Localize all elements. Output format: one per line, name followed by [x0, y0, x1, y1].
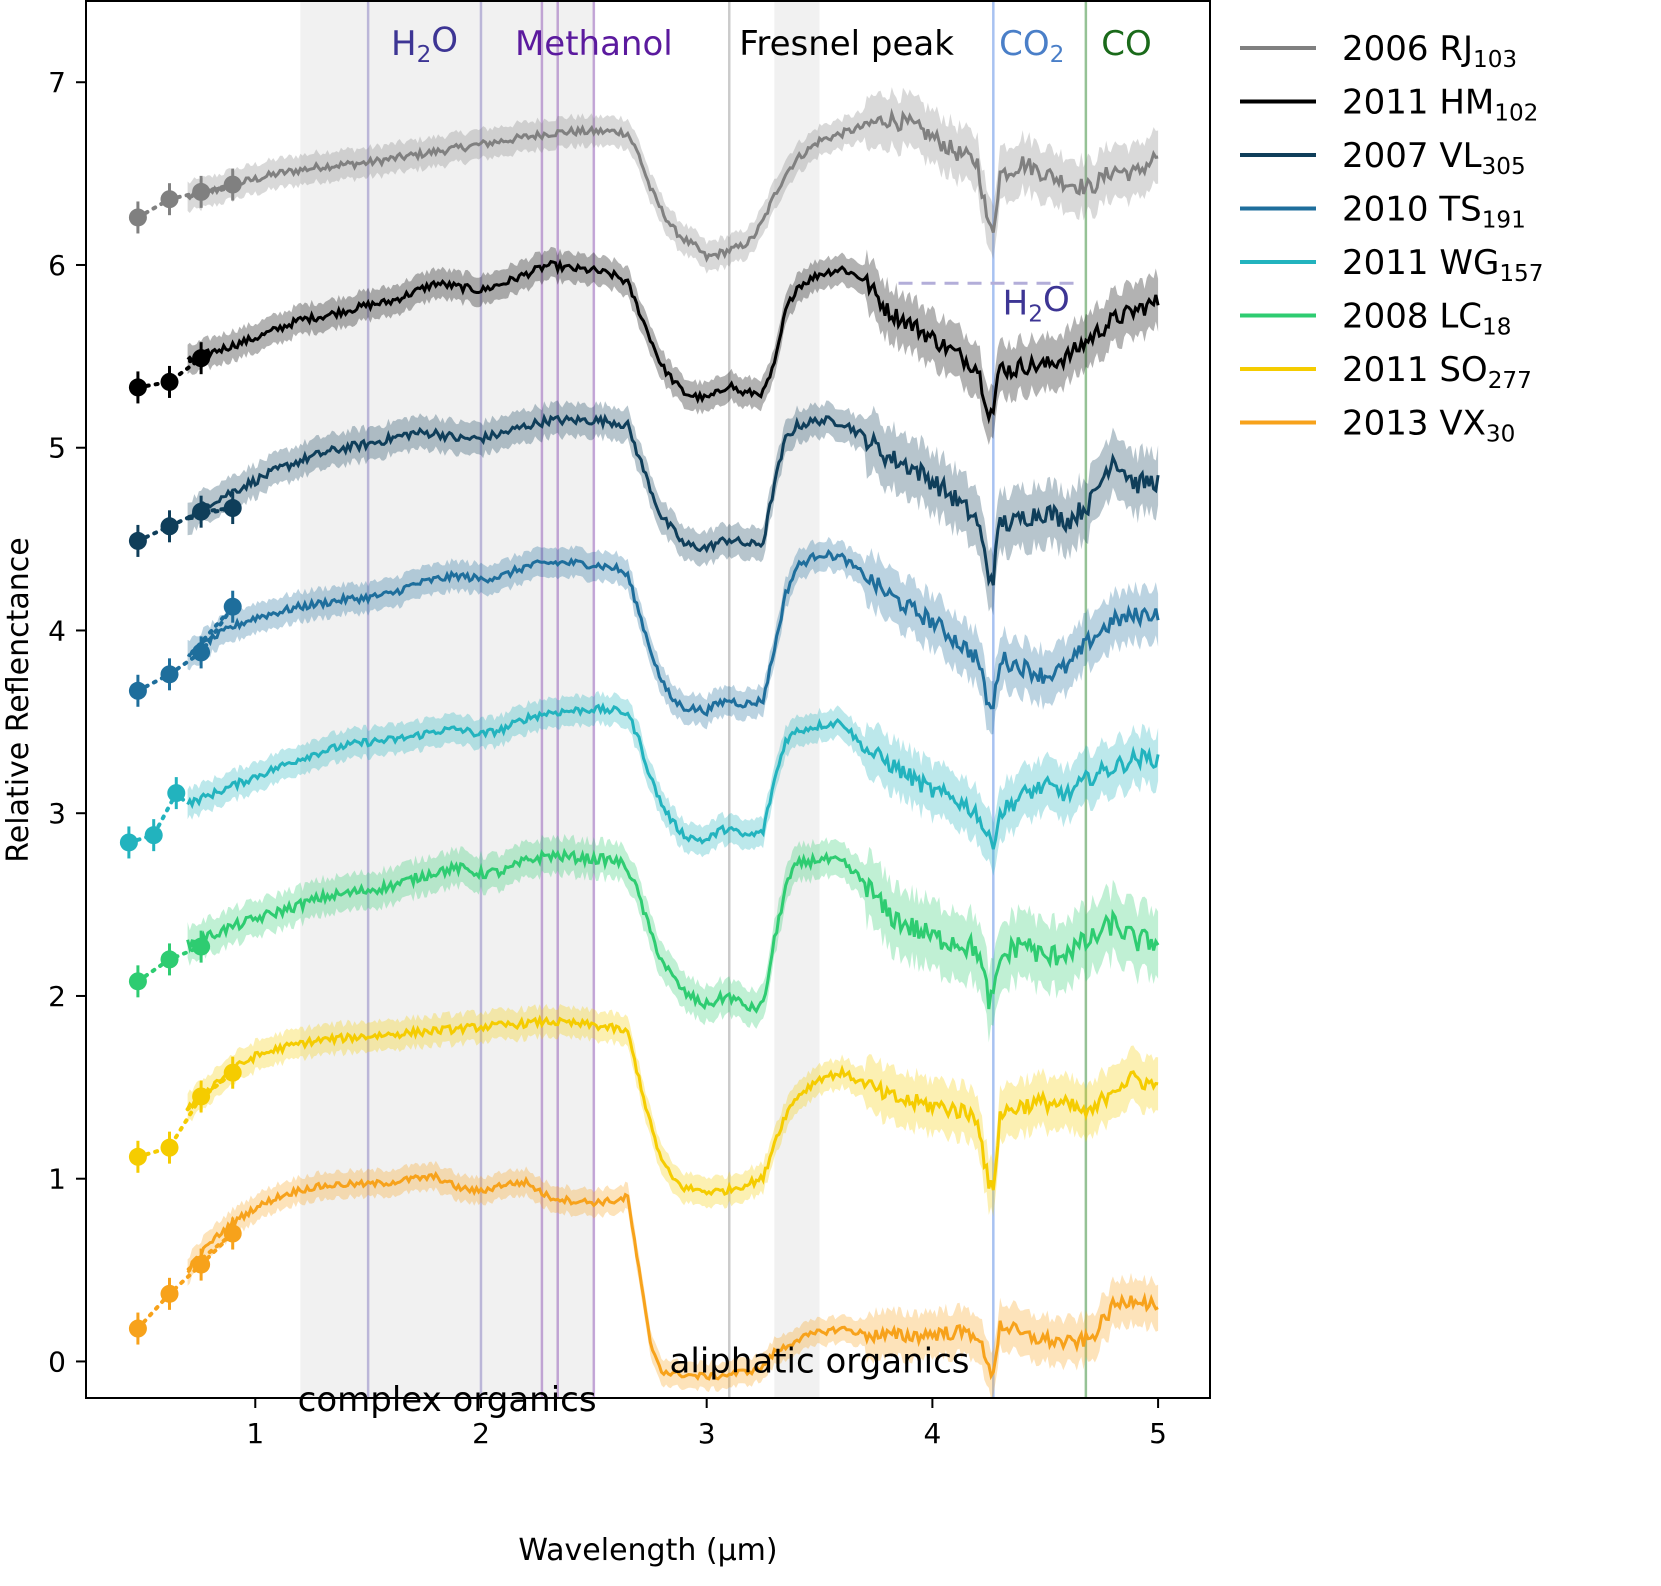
x-axis-label: Wavelength (μm) — [518, 1533, 777, 1568]
series-uncertainty-1 — [187, 246, 1159, 445]
series-0 — [128, 87, 1159, 274]
legend-label-0: 2006 RJ103 — [1342, 29, 1517, 73]
series-1 — [128, 246, 1160, 445]
y-tick-label-6: 6 — [48, 249, 66, 282]
series-line-1 — [186, 258, 1160, 425]
legend-label-6: 2011 SO277 — [1342, 350, 1532, 394]
series-line-3 — [186, 548, 1160, 717]
x-tick-label-0: 1 — [246, 1417, 264, 1450]
y-axis-label: Relative Reflenctance — [1, 537, 36, 862]
photometry-point-0-2 — [192, 182, 211, 201]
photometry-point-1-2 — [192, 349, 211, 368]
photometry-point-6-2 — [192, 1087, 211, 1106]
x-tick-label-3: 4 — [923, 1417, 941, 1450]
y-tick-label-1: 1 — [48, 1163, 66, 1196]
y-tick-label-2: 2 — [48, 980, 66, 1013]
top-label-1: Methanol — [515, 24, 673, 64]
photometry-point-7-2 — [192, 1255, 211, 1274]
photometry-point-7-1 — [160, 1284, 179, 1303]
series-2 — [128, 400, 1160, 616]
photometry-point-3-2 — [192, 643, 211, 662]
series-line-7 — [186, 1170, 1159, 1382]
legend-label-5: 2008 LC18 — [1342, 297, 1511, 341]
top-label-3: CO2 — [999, 24, 1064, 68]
series-photometry-link-1 — [135, 356, 203, 390]
legend-label-2: 2007 VL305 — [1342, 136, 1526, 180]
legend: 2006 RJ103 2011 HM102 2007 VL305 2010 TS191… — [1240, 29, 1543, 447]
x-tick-label-4: 5 — [1149, 1417, 1167, 1450]
top-label-2: Fresnel peak — [739, 24, 954, 64]
photometry-point-6-0 — [128, 1147, 147, 1166]
y-tick-label-5: 5 — [48, 432, 66, 465]
photometry-point-6-1 — [160, 1138, 179, 1157]
series-uncertainty-4 — [187, 691, 1159, 876]
series-7 — [128, 1160, 1159, 1399]
series-6 — [128, 1004, 1159, 1217]
shaded-region-0 — [300, 0, 594, 1398]
y-tick-label-4: 4 — [48, 614, 66, 647]
y-tick-label-3: 3 — [48, 797, 66, 830]
photometry-point-5-1 — [160, 950, 179, 969]
series-3 — [128, 536, 1160, 735]
photometry-point-2-2 — [192, 502, 211, 521]
series-line-0 — [186, 107, 1159, 263]
spectra-series — [119, 87, 1160, 1399]
photometry-point-0-0 — [128, 208, 147, 227]
photometry-point-4-2 — [167, 784, 186, 803]
legend-label-4: 2011 WG157 — [1342, 243, 1543, 287]
series-5 — [128, 834, 1160, 1043]
photometry-point-5-0 — [128, 972, 147, 991]
series-uncertainty-0 — [187, 87, 1159, 274]
photometry-point-3-1 — [160, 665, 179, 684]
region-label-0: complex organics — [298, 1380, 597, 1420]
series-line-5 — [186, 847, 1160, 1014]
photometry-point-5-2 — [192, 937, 211, 956]
series-uncertainty-7 — [187, 1160, 1159, 1399]
photometry-point-1-0 — [128, 378, 147, 397]
axes: 1 2 3 4 5 0 1 2 3 4 5 6 7 Wavelength (μm) Relative Ref… — [1, 0, 1211, 1568]
series-photometry-link-2 — [135, 506, 234, 543]
photometry-point-4-0 — [119, 833, 138, 852]
photometry-point-7-3 — [223, 1224, 242, 1243]
region-label-1: aliphatic organics — [670, 1341, 970, 1381]
x-tick-label-2: 3 — [698, 1417, 716, 1450]
series-4 — [119, 691, 1160, 876]
annotations: H2O Methanol Fresnel peak CO2 CO complex orga… — [298, 21, 1152, 1420]
series-photometry-link-0 — [135, 182, 234, 220]
h2o-band-marker: H2O — [898, 280, 1080, 327]
series-line-4 — [186, 702, 1160, 850]
top-label-0: H2O — [391, 21, 458, 68]
feature-lines — [366, 0, 1088, 1398]
series-line-6 — [186, 1014, 1159, 1197]
series-line-2 — [187, 412, 1160, 587]
shaded-regions — [300, 0, 820, 1398]
photometry-point-6-3 — [223, 1063, 242, 1082]
photometry-point-3-3 — [223, 597, 242, 616]
plot-background — [86, 0, 1210, 1398]
photometry-point-0-1 — [160, 190, 179, 209]
shaded-region-1 — [774, 0, 820, 1398]
photometry-point-7-0 — [128, 1319, 147, 1338]
x-tick-label-1: 2 — [472, 1417, 490, 1450]
legend-label-1: 2011 HM102 — [1342, 83, 1538, 127]
series-uncertainty-3 — [187, 536, 1159, 735]
h2o-band-label: H2O — [1003, 280, 1070, 327]
legend-label-3: 2010 TS191 — [1342, 190, 1526, 234]
photometry-point-0-3 — [223, 175, 242, 194]
photometry-point-4-1 — [144, 826, 163, 845]
photometry-point-2-0 — [128, 531, 147, 550]
y-tick-label-7: 7 — [48, 66, 66, 99]
photometry-point-1-1 — [160, 372, 179, 391]
legend-label-7: 2013 VX30 — [1342, 404, 1515, 448]
top-label-4: CO — [1101, 24, 1152, 64]
series-uncertainty-5 — [187, 834, 1159, 1043]
plot-frame — [85, 0, 1211, 1399]
series-uncertainty-2 — [187, 400, 1159, 616]
plot-area — [86, 0, 1210, 1398]
photometry-point-2-1 — [160, 517, 179, 536]
y-tick-label-0: 0 — [48, 1345, 66, 1378]
photometry-point-3-0 — [128, 681, 147, 700]
photometry-point-2-3 — [223, 499, 242, 518]
